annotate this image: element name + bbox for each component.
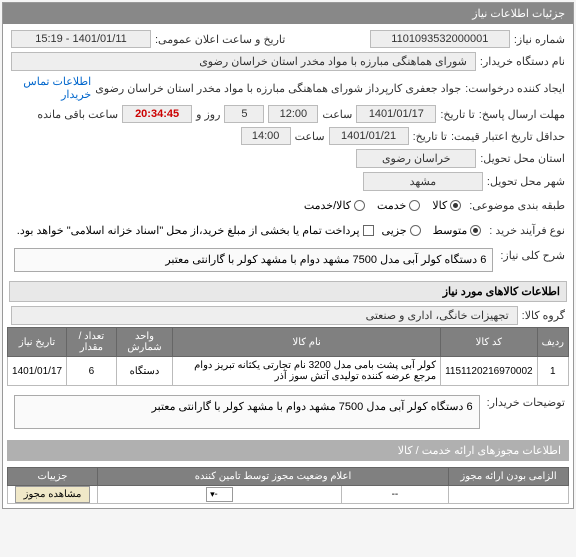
announce-value: 1401/01/11 - 15:19 bbox=[11, 30, 151, 48]
payment-checkbox[interactable]: پرداخت تمام یا بخشی از مبلغ خرید،از محل … bbox=[17, 224, 374, 237]
city-label: شهر محل تحویل: bbox=[487, 175, 565, 188]
process-label: نوع فرآیند خرید : bbox=[489, 224, 565, 237]
col-code: کد کالا bbox=[441, 328, 538, 357]
validity-to: تا تاریخ: bbox=[413, 130, 447, 143]
cell-date: 1401/01/17 bbox=[8, 357, 67, 386]
group-value: تجهیزات خانگی، اداری و صنعتی bbox=[11, 306, 518, 325]
group-label: گروه کالا: bbox=[522, 309, 565, 322]
goods-table: ردیف کد کالا نام کالا واحد شمارش تعداد /… bbox=[7, 327, 569, 386]
deadline-time: 12:00 bbox=[268, 105, 318, 123]
cell-unit: دستگاه bbox=[116, 357, 173, 386]
panel-title: جزئیات اطلاعات نیاز bbox=[3, 3, 573, 24]
classify-label: طبقه بندی موضوعی: bbox=[469, 199, 565, 212]
deadline-date: 1401/01/17 bbox=[356, 105, 436, 123]
radio-icon bbox=[409, 200, 420, 211]
radio-khadmat[interactable]: خدمت bbox=[377, 199, 420, 212]
table-header-row: ردیف کد کالا نام کالا واحد شمارش تعداد /… bbox=[8, 328, 569, 357]
col-name: نام کالا bbox=[173, 328, 441, 357]
time-label-1: ساعت bbox=[322, 108, 352, 121]
radio-small[interactable]: جزیی bbox=[382, 224, 421, 237]
province-value: خراسان رضوی bbox=[356, 149, 476, 168]
city-value: مشهد bbox=[363, 172, 483, 191]
main-panel: جزئیات اطلاعات نیاز شماره نیاز: 11010935… bbox=[2, 2, 574, 509]
col-details: جزییات bbox=[8, 468, 98, 486]
permits-table: الزامی بودن ارائه مجوز اعلام وضعیت مجوز … bbox=[7, 467, 569, 504]
buyer-desc-text: 6 دستگاه کولر آبی مدل 7500 مشهد دوام با … bbox=[14, 395, 480, 429]
creator-value: جواد جعفری کارپرداز شورای هماهنگی مبارزه… bbox=[95, 82, 461, 95]
remaining-time: 20:34:45 bbox=[122, 105, 192, 123]
announce-label: تاریخ و ساعت اعلان عمومی: bbox=[155, 33, 285, 46]
process-radios: متوسط جزیی bbox=[378, 220, 486, 241]
radio-icon bbox=[450, 200, 461, 211]
goods-section-title: اطلاعات کالاهای مورد نیاز bbox=[9, 281, 567, 302]
col-mandatory: الزامی بودن ارائه مجوز bbox=[449, 468, 569, 486]
cell-name: کولر آبی پشت بامی مدل 3200 نام تجارتی یک… bbox=[173, 357, 441, 386]
cell-status-2[interactable]: -- bbox=[98, 486, 342, 504]
creator-label: ایجاد کننده درخواست: bbox=[465, 82, 565, 95]
validity-time: 14:00 bbox=[241, 127, 291, 145]
radio-icon bbox=[470, 225, 481, 236]
panel-body: شماره نیاز: 1101093532000001 تاریخ و ساع… bbox=[3, 24, 573, 508]
time-label-2: ساعت bbox=[295, 130, 325, 143]
status-select[interactable]: -- bbox=[206, 487, 233, 502]
col-unit: واحد شمارش bbox=[116, 328, 173, 357]
checkbox-icon bbox=[363, 225, 374, 236]
col-date: تاریخ نیاز bbox=[8, 328, 67, 357]
table-row: 1 1151120216970002 کولر آبی پشت بامی مدل… bbox=[8, 357, 569, 386]
remaining-label: ساعت باقی مانده bbox=[37, 108, 118, 121]
buyer-desc-label: توضیحات خریدار: bbox=[487, 392, 565, 409]
req-no-value: 1101093532000001 bbox=[370, 30, 510, 48]
permits-header-row: الزامی بودن ارائه مجوز اعلام وضعیت مجوز … bbox=[8, 468, 569, 486]
days-value: 5 bbox=[224, 105, 264, 123]
cell-details: مشاهده مجوز bbox=[8, 486, 98, 504]
cell-code: 1151120216970002 bbox=[441, 357, 538, 386]
radio-icon bbox=[354, 200, 365, 211]
permits-row: -- -- مشاهده مجوز bbox=[8, 486, 569, 504]
permits-section-title: اطلاعات مجوزهای ارائه خدمت / کالا bbox=[7, 440, 569, 461]
deadline-label: مهلت ارسال پاسخ: bbox=[479, 108, 565, 121]
validity-label: حداقل تاریخ اعتبار قیمت: bbox=[451, 130, 565, 143]
buyer-value: شورای هماهنگی مبارزه با مواد مخدر استان … bbox=[11, 52, 476, 71]
cell-qty: 6 bbox=[67, 357, 117, 386]
radio-mid[interactable]: متوسط bbox=[433, 224, 482, 237]
col-row: ردیف bbox=[537, 328, 568, 357]
cell-mandatory bbox=[449, 486, 569, 504]
radio-icon bbox=[410, 225, 421, 236]
buyer-label: نام دستگاه خریدار: bbox=[480, 55, 565, 68]
col-status: اعلام وضعیت مجوز توسط تامین کننده bbox=[98, 468, 449, 486]
classify-radios: کالا خدمت کالا/خدمت bbox=[300, 195, 465, 216]
req-no-label: شماره نیاز: bbox=[514, 33, 565, 46]
province-label: استان محل تحویل: bbox=[480, 152, 565, 165]
view-permit-button[interactable]: مشاهده مجوز bbox=[15, 486, 91, 503]
summary-text: 6 دستگاه کولر آبی مدل 7500 مشهد دوام با … bbox=[14, 248, 493, 272]
days-label: روز و bbox=[196, 108, 220, 121]
summary-label: شرح کلی نیاز: bbox=[500, 245, 565, 262]
col-qty: تعداد / مقدار bbox=[67, 328, 117, 357]
cell-row: 1 bbox=[537, 357, 568, 386]
radio-kala[interactable]: کالا bbox=[432, 199, 461, 212]
validity-date: 1401/01/21 bbox=[329, 127, 409, 145]
cell-status-1: -- bbox=[341, 486, 448, 504]
deadline-to: تا تاریخ: bbox=[440, 108, 474, 121]
contact-link[interactable]: اطلاعات تماس خریدار bbox=[11, 75, 91, 101]
radio-both[interactable]: کالا/خدمت bbox=[304, 199, 365, 212]
